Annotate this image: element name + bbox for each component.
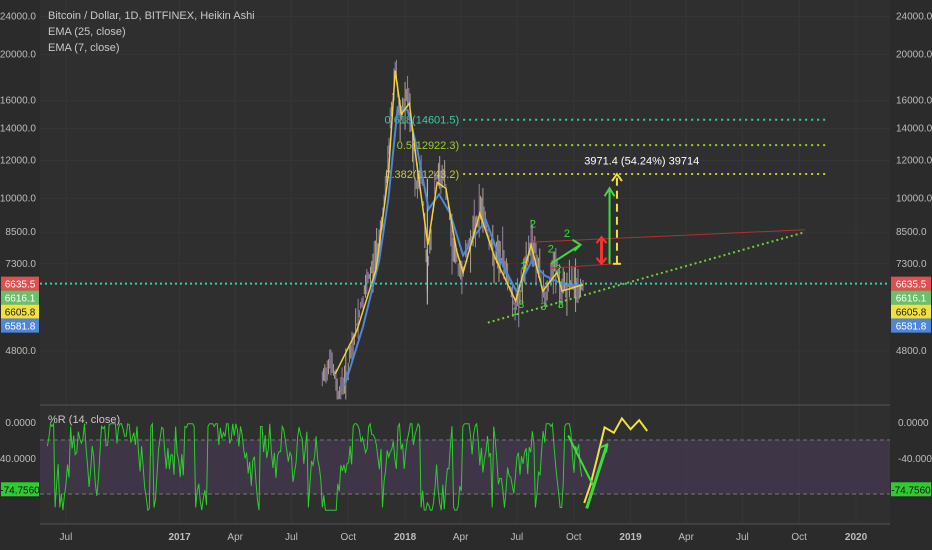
x-tick-label: 2017 (168, 532, 191, 543)
y-tick-left-label: 8500.0 (5, 227, 36, 238)
x-tick-label: Apr (227, 532, 243, 543)
wave-label: 1 (512, 306, 518, 318)
target-measure-arrowhead (611, 172, 623, 182)
price-badge-left-label: 6605.8 (5, 308, 36, 319)
williams-r-pane (40, 416, 890, 512)
wave-label: 3 (518, 299, 524, 311)
ema25-line (343, 106, 584, 387)
last-price-badge-left-label: 6635.5 (5, 280, 36, 291)
wr-down-stroke (567, 435, 594, 486)
ema-lines (334, 70, 584, 387)
x-tick-label: Jul (60, 532, 73, 543)
wr-tick-left-label: 0.0000 (5, 418, 36, 429)
y-tick-right-label: 4800.0 (896, 346, 927, 357)
x-tick-label: Oct (791, 532, 807, 543)
x-tick-label: Jul (285, 532, 298, 543)
price-badge-right-label: 6616.1 (896, 294, 927, 305)
wave-label: 3 (540, 301, 546, 313)
legend: Bitcoin / Dollar, 1D, BITFINEX, Heikin A… (48, 8, 255, 56)
y-tick-right-label: 12000.0 (896, 156, 932, 167)
x-tick-label: Jul (510, 532, 523, 543)
wr-current-badge-right (891, 482, 931, 497)
wr-projection (583, 416, 649, 504)
x-tick-label: Jul (736, 532, 749, 543)
green-target-arrowhead (603, 186, 616, 197)
price-badge-left (1, 290, 39, 305)
wave-label: 2 (548, 244, 554, 256)
wave-label: 2 (521, 261, 527, 273)
x-tick-label: 2018 (394, 532, 417, 543)
x-tick-label: 2019 (619, 532, 642, 543)
uptrend-stroke (550, 243, 582, 265)
measure-annotation: 3971.4 (54.24%) 39714 (584, 156, 699, 168)
williams-r-line (46, 421, 583, 512)
red-arrowhead-up (595, 235, 608, 244)
uptrend-arrowhead (571, 238, 583, 252)
wr-current-badge-left-label: -74.7560 (0, 485, 40, 496)
fib-level-label: 0.618(14601.5) (385, 115, 460, 127)
legend-ema7[interactable]: EMA (7, close) (48, 42, 120, 54)
y-tick-left-label: 4800.0 (5, 346, 36, 357)
legend-ema25[interactable]: EMA (25, close) (48, 26, 126, 38)
y-tick-left-label: 14000.0 (0, 123, 36, 134)
williams-r-title[interactable]: %R (14, close) (48, 414, 121, 426)
wave-label: 2 (555, 264, 561, 276)
wave-label: 2 (564, 228, 570, 240)
wr-tick-left-label: -40.0000 (0, 454, 36, 465)
axes: 24000.0 24000.0 20000.0 20000.0 16000.0 16000… (0, 11, 932, 543)
y-tick-right-label: 24000.0 (896, 11, 932, 22)
x-tick-label: Oct (566, 532, 582, 543)
x-tick-label: Apr (453, 532, 469, 543)
range-line (550, 263, 617, 269)
last-price-badge-left (1, 276, 39, 291)
wave-label: 2 (530, 218, 536, 230)
fib-level-label: 0.5(12922.3) (397, 140, 459, 152)
price-badge-left-label: 6616.1 (5, 294, 36, 305)
wr-current-badge-left (1, 482, 39, 497)
y-tick-right-label: 8500.0 (896, 227, 927, 238)
plot-area (40, 0, 890, 524)
last-price-badge-right (891, 276, 931, 291)
resistance-trendline (531, 229, 805, 243)
legend-main[interactable]: Bitcoin / Dollar, 1D, BITFINEX, Heikin A… (48, 10, 255, 22)
price-badge-right-label: 6605.8 (896, 308, 927, 319)
y-tick-right-label: 7300.0 (896, 259, 927, 270)
y-tick-left-label: 12000.0 (0, 156, 36, 167)
red-arrowhead-down (595, 257, 608, 266)
y-tick-left-label: 20000.0 (0, 49, 36, 60)
y-tick-left-label: 7300.0 (5, 259, 36, 270)
price-badge-right (891, 318, 931, 333)
x-tick-label: Oct (340, 532, 356, 543)
y-tick-right-label: 16000.0 (896, 96, 932, 107)
wr-tick-right-label: -40.0000 (898, 454, 932, 465)
wr-tick-right-label: 0.0000 (898, 418, 929, 429)
y-tick-left-label: 10000.0 (0, 193, 36, 204)
price-badge-right-label: 6581.8 (896, 322, 927, 333)
wr-current-badge-right-label: -74.7560 (891, 485, 931, 496)
y-tick-left-label: 24000.0 (0, 11, 36, 22)
x-tick-label: 2020 (845, 532, 868, 543)
wr-band (40, 440, 890, 494)
y-tick-right-label: 10000.0 (896, 193, 932, 204)
price-badge-left-label: 6581.8 (5, 322, 36, 333)
ema7-line (334, 70, 584, 375)
wave-label: 3 (558, 299, 564, 311)
y-tick-left-label: 16000.0 (0, 96, 36, 107)
y-tick-right-label: 14000.0 (896, 123, 932, 134)
wr-up-stroke (585, 444, 609, 509)
price-badge-left (1, 304, 39, 319)
price-badge-right (891, 290, 931, 305)
last-price-badge-right-label: 6635.5 (896, 280, 927, 291)
x-tick-label: Apr (678, 532, 694, 543)
y-tick-right-label: 20000.0 (896, 49, 932, 60)
price-badge-left (1, 318, 39, 333)
wr-up-arrowhead (599, 442, 609, 453)
price-badge-right (891, 304, 931, 319)
